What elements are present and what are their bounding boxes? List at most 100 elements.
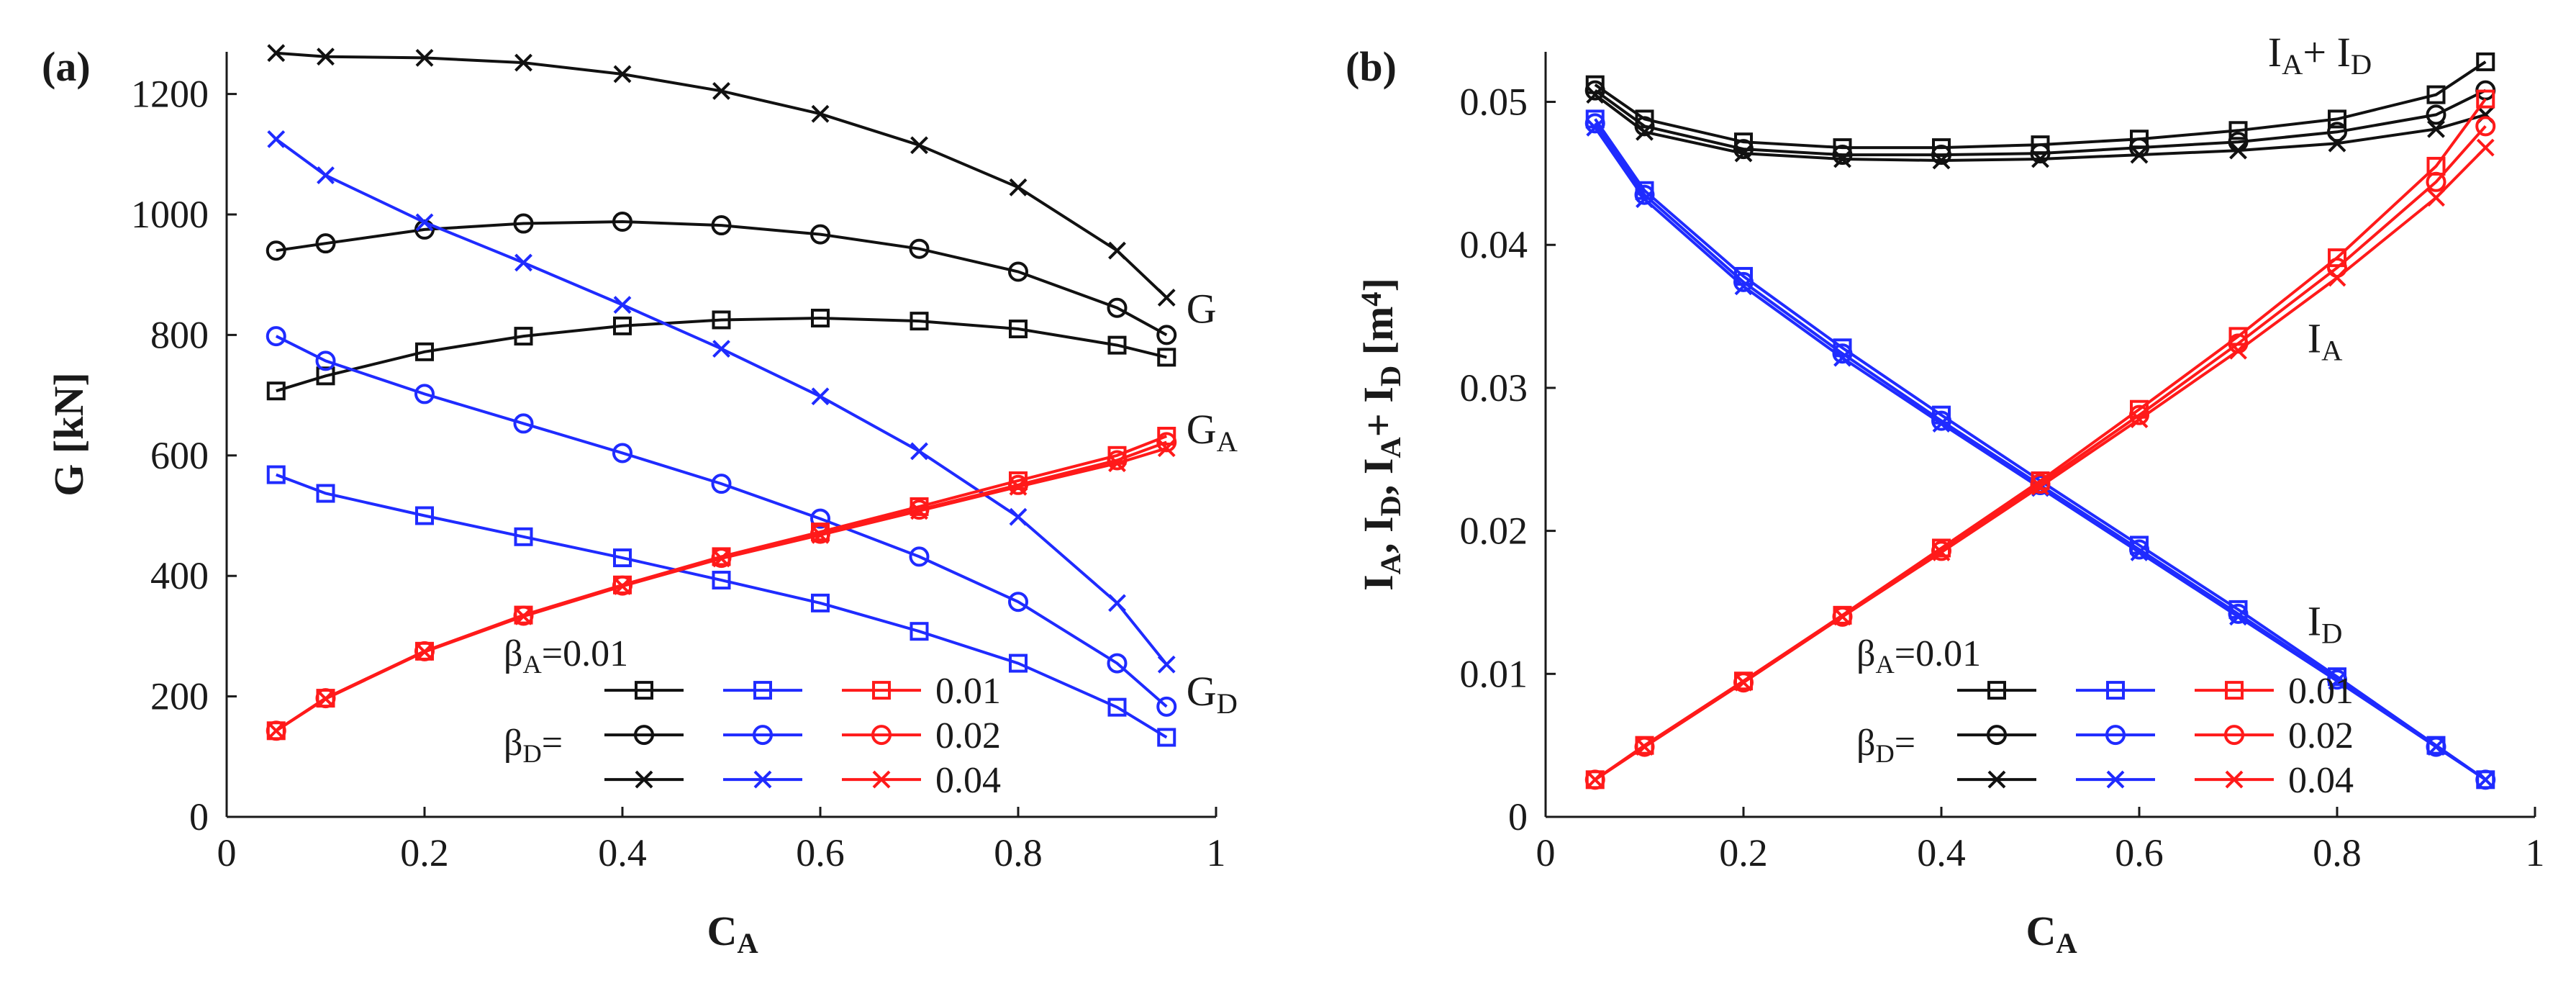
a-data-point [1107, 653, 1128, 674]
b-legend-swatch-marker [2225, 681, 2244, 700]
b-curve-annotation: IA [2308, 315, 2343, 366]
a-data-point [811, 593, 830, 612]
b-legend-swatch-marker [1987, 681, 2006, 700]
a-data-point [712, 571, 731, 590]
a-data-point [1156, 696, 1177, 717]
a-data-point [1156, 325, 1177, 345]
a-series-8 [267, 439, 1176, 740]
b-data-point [2427, 119, 2445, 138]
a-data-point [316, 366, 335, 386]
a-data-point [266, 240, 286, 261]
a-data-point [1107, 335, 1127, 355]
a-data-point [1157, 439, 1176, 458]
b-data-point [1832, 343, 1853, 364]
a-data-point [613, 65, 632, 83]
a-legend-swatch-marker [634, 725, 654, 746]
a-data-point [811, 308, 830, 327]
b-data-point [1734, 144, 1753, 163]
a-data-point [1156, 432, 1177, 453]
b-y-axis-label: IA, ID, IA+ ID [m4] [1355, 278, 1407, 591]
b-series-2 [1586, 86, 2495, 170]
a-data-point [613, 316, 632, 335]
a-data-point [711, 474, 732, 494]
a-panel-label: (a) [42, 43, 91, 90]
b-data-point [2130, 543, 2149, 561]
a-legend-swatch-marker [753, 770, 772, 789]
a-data-point [266, 720, 286, 741]
b-data-point [2031, 477, 2049, 496]
b-legend-beta-a: βA=0.01 [1856, 633, 1981, 679]
a-series-line [276, 220, 1168, 337]
b-data-point [1931, 410, 1951, 431]
b-data-point [1832, 606, 1853, 627]
a-legend-swatch-marker [871, 725, 892, 746]
b-series-6 [1585, 89, 2495, 790]
a-data-point [514, 253, 532, 272]
a-data-point [612, 443, 632, 463]
b-data-point [2426, 736, 2446, 757]
b-data-point [2427, 189, 2445, 207]
a-y-tick-label: 0 [189, 795, 209, 838]
a-data-point [415, 48, 434, 67]
a-data-point [514, 53, 532, 72]
a-legend-swatch-marker [635, 770, 653, 789]
b-data-point [2475, 116, 2496, 137]
a-legend-swatch-marker [753, 681, 772, 700]
a-series-line [275, 335, 1168, 708]
a-series-5 [267, 130, 1176, 674]
b-x-tick-label: 0.2 [1719, 831, 1768, 874]
a-data-point [316, 484, 335, 503]
b-data-point [1931, 541, 1951, 561]
a-series-7 [266, 432, 1177, 741]
a-data-point [315, 233, 336, 254]
a-data-point [910, 136, 928, 155]
b-legend-swatch-marker [2106, 681, 2125, 700]
a-data-point [415, 643, 434, 661]
b-data-point [2476, 770, 2495, 789]
b-series-4 [1584, 113, 2496, 790]
b-x-tick-label: 0.4 [1917, 831, 1966, 874]
a-data-point [317, 48, 335, 66]
a-data-point [513, 413, 534, 434]
b-legend-entry: 0.01 [2288, 671, 2354, 712]
b-data-point [2327, 122, 2347, 143]
b-legend-swatch-marker [2225, 770, 2244, 789]
a-data-point [910, 312, 929, 331]
a-series-1 [266, 212, 1177, 345]
a-x-tick-label: 0.6 [796, 831, 845, 874]
a-data-point [1009, 507, 1028, 526]
a-data-point [909, 238, 930, 259]
a-data-point [266, 465, 286, 484]
b-data-point [2426, 171, 2446, 192]
b-data-point [1733, 271, 1754, 292]
a-data-point [415, 342, 434, 361]
b-data-point [1833, 348, 1851, 367]
a-data-point [1107, 297, 1128, 318]
a-y-tick-label: 800 [150, 313, 209, 356]
b-curve-annotation: IA+ ID [2268, 29, 2372, 81]
a-x-tick-label: 0.8 [994, 831, 1043, 874]
b-data-point [1636, 190, 1654, 209]
b-data-point [1932, 151, 1951, 170]
a-data-point [612, 212, 632, 232]
b-y-tick-label: 0.01 [1460, 652, 1528, 695]
a-data-point [712, 340, 730, 358]
a-data-point [267, 721, 286, 740]
b-legend-swatch-marker [2224, 725, 2244, 746]
a-series-0 [266, 308, 1176, 401]
a-y-tick-label: 400 [150, 554, 209, 597]
a-data-point [1009, 477, 1028, 496]
a-data-point [1157, 728, 1176, 747]
a-data-point [1008, 592, 1028, 612]
a-legend-entry: 0.04 [935, 760, 1001, 801]
a-y-tick-label: 600 [150, 434, 209, 477]
a-data-point [266, 326, 286, 347]
b-series-3 [1585, 109, 2495, 790]
a-data-point [513, 213, 534, 234]
a-data-point [1108, 454, 1126, 473]
a-data-point [1108, 594, 1126, 612]
b-legend: βA=0.01 βD= 0.010.020.04 [1856, 633, 2354, 801]
a-data-point [1008, 261, 1028, 282]
a-data-point [267, 130, 286, 148]
b-data-point [2328, 248, 2346, 268]
